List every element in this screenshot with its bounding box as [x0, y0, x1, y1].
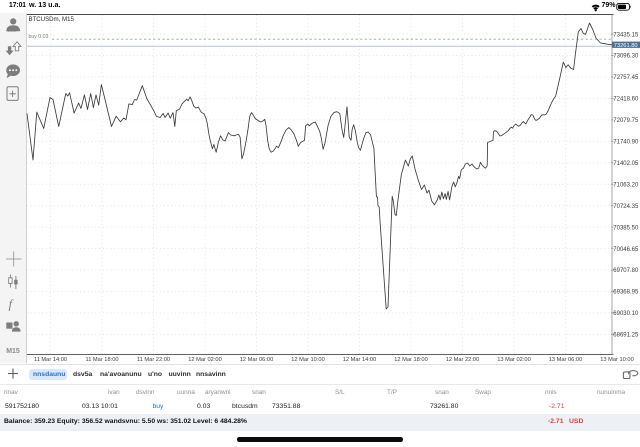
svg-text:11 Mar 22:00: 11 Mar 22:00	[137, 357, 170, 363]
svg-text:12 Mar 10:00: 12 Mar 10:00	[291, 357, 325, 363]
svg-text:72757.45: 72757.45	[613, 75, 639, 81]
svg-text:12 Mar 06:00: 12 Mar 06:00	[240, 357, 274, 363]
svg-text:13 Mar 06:00: 13 Mar 06:00	[549, 357, 583, 363]
svg-text:BTCUSDm, M15: BTCUSDm, M15	[29, 16, 75, 23]
svg-text:72418.60: 72418.60	[613, 97, 639, 103]
svg-text:70724.35: 70724.35	[613, 204, 639, 210]
svg-text:11 Mar 18:00: 11 Mar 18:00	[85, 357, 118, 363]
svg-text:12 Mar 22:00: 12 Mar 22:00	[446, 357, 480, 363]
svg-text:70385.50: 70385.50	[613, 225, 639, 231]
svg-text:buy 0.03: buy 0.03	[29, 34, 49, 40]
svg-text:M15: M15	[6, 348, 20, 355]
svg-text:73261.80: 73261.80	[614, 43, 638, 49]
svg-text:68691.25: 68691.25	[613, 333, 639, 339]
svg-text:13 Mar 02:00: 13 Mar 02:00	[497, 357, 531, 363]
svg-text:f: f	[9, 297, 15, 312]
svg-text:73435.15: 73435.15	[613, 32, 639, 38]
svg-text:71740.90: 71740.90	[613, 140, 639, 146]
svg-text:12 Mar 14:00: 12 Mar 14:00	[343, 357, 377, 363]
svg-text:12 Mar 02:00: 12 Mar 02:00	[188, 357, 222, 363]
svg-text:11 Mar 14:00: 11 Mar 14:00	[34, 357, 67, 363]
svg-text:72079.75: 72079.75	[613, 118, 639, 124]
svg-text:69030.10: 69030.10	[613, 311, 639, 317]
svg-text:69368.95: 69368.95	[613, 290, 639, 296]
svg-text:70046.65: 70046.65	[613, 247, 639, 253]
svg-text:71063.20: 71063.20	[613, 182, 639, 188]
svg-text:71402.05: 71402.05	[613, 161, 639, 167]
svg-text:73096.30: 73096.30	[613, 54, 639, 60]
svg-text:69707.80: 69707.80	[613, 268, 639, 274]
svg-text:12 Mar 18:00: 12 Mar 18:00	[394, 357, 428, 363]
svg-text:13 Mar 10:00: 13 Mar 10:00	[600, 357, 634, 363]
